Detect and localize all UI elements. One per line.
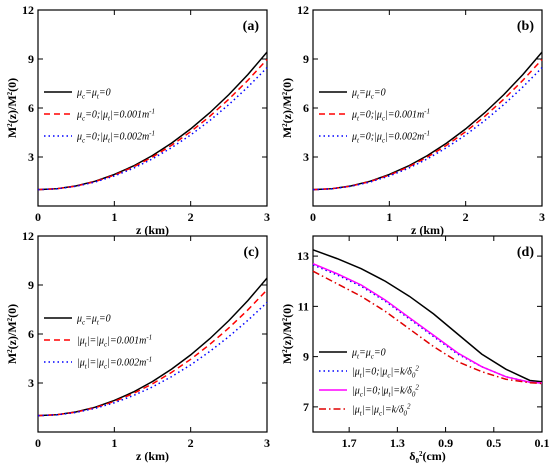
y-axis-title: M2(z)/M2(0) — [280, 304, 294, 364]
y-axis-title: M2(z)/M2(0) — [280, 78, 294, 138]
y-tick-label: 9 — [28, 52, 34, 66]
series-line-1 — [312, 249, 543, 383]
legend-label-1: μt=μc=0 — [351, 88, 386, 101]
legend-label-1: μt=μc=0 — [351, 348, 386, 361]
legend-label-4: |μt|=|μc|=k/δ02 — [352, 403, 411, 418]
x-axis-title: z (km) — [136, 223, 169, 237]
y-axis-title: M2(z)/M2(0) — [5, 78, 19, 138]
legend-label-2: |μt|=|μc|=0.001m-1 — [77, 334, 152, 349]
y-tick-label: 11 — [298, 299, 309, 313]
x-axis-title: z (km) — [411, 223, 444, 237]
x-tick-label: 3 — [264, 210, 270, 224]
series-line-3 — [312, 262, 543, 384]
x-tick-label: 3 — [539, 210, 545, 224]
y-tick-label: 3 — [28, 150, 34, 164]
y-tick-label: 13 — [297, 249, 309, 263]
panel-label: (d) — [517, 245, 534, 260]
legend: μt=μc=0 μt=0;|μc|=0.001m-1 μt=0;|μc|=0.002… — [319, 88, 430, 145]
y-tick-label: 12 — [297, 3, 309, 17]
panel-label: (a) — [243, 19, 260, 34]
x-tick-label: 0 — [310, 210, 316, 224]
series-line-2 — [312, 264, 543, 384]
legend-label-3: μt=0;|μc|=0.002m-1 — [351, 130, 430, 145]
panel-label: (b) — [517, 19, 534, 34]
plot-frame — [312, 235, 543, 433]
series-line-2 — [37, 289, 268, 417]
legend-label-2: |μt|=0;|μc|=k/δ02 — [352, 365, 419, 380]
x-axis-title: z (km) — [136, 449, 169, 463]
x-tick-label: 1.7 — [342, 436, 357, 450]
x-tick-label: 0.5 — [486, 436, 501, 450]
plot-frame — [37, 235, 268, 433]
series-line-2 — [37, 58, 268, 191]
y-tick-label: 12 — [22, 229, 34, 243]
legend-label-3: μc=0;|μt|=0.002m-1 — [76, 130, 155, 145]
y-axis-title: M2(z)/M2(0) — [5, 304, 19, 364]
panel-label: (c) — [243, 245, 259, 260]
series-line-1 — [37, 51, 268, 191]
legend: μc=μt=0 μc=0;|μt|=0.001m-1 μc=0;|μt|=0.002… — [44, 88, 155, 145]
y-tick-label: 6 — [303, 101, 309, 115]
series-line-1 — [312, 51, 543, 191]
legend: μt=μc=0 |μt|=0;|μc|=k/δ02 |μc|=0;|μt|=k/δ0… — [319, 348, 419, 418]
x-axis-title: δ02(cm) — [409, 449, 446, 464]
series-line-3 — [37, 301, 268, 417]
y-tick-label: 9 — [28, 278, 34, 292]
x-tick-label: 1 — [386, 210, 392, 224]
legend-label-2: μt=0;|μc|=0.001m-1 — [351, 108, 430, 123]
x-tick-label: 3 — [264, 436, 270, 450]
x-tick-label: 0.9 — [438, 436, 453, 450]
y-tick-label: 3 — [303, 150, 309, 164]
x-tick-label: 1 — [111, 436, 117, 450]
y-tick-label: 9 — [303, 350, 309, 364]
x-tick-label: 0 — [35, 436, 41, 450]
legend-label-1: μc=μt=0 — [76, 88, 111, 101]
y-tick-label: 7 — [303, 400, 309, 414]
x-tick-label: 2 — [188, 210, 194, 224]
legend-label-3: |μt|=|μc|=0.002m-1 — [77, 356, 152, 371]
legend-label-3: |μc|=0;|μt|=k/δ02 — [352, 384, 419, 399]
x-tick-label: 2 — [188, 436, 194, 450]
y-tick-label: 3 — [28, 376, 34, 390]
y-tick-label: 6 — [28, 327, 34, 341]
x-tick-label: 1.3 — [390, 436, 405, 450]
series-line-1 — [37, 277, 268, 417]
panel-d: 1.7 1.3 0.9 0.5 0.1 7 9 11 13 δ02(cm) M2(z)/M2(0) (… — [280, 235, 550, 464]
legend: μc=μt=0 |μt|=|μc|=0.001m-1 |μt|=|μc|=0.002… — [44, 314, 152, 371]
series-line-2 — [312, 58, 543, 191]
x-tick-label: 0 — [35, 210, 41, 224]
x-tick-label: 2 — [463, 210, 469, 224]
series-line-4 — [312, 270, 543, 385]
x-tick-label: 0.1 — [535, 436, 550, 450]
legend-label-2: μc=0;|μt|=0.001m-1 — [76, 108, 155, 123]
y-tick-label: 6 — [28, 101, 34, 115]
legend-label-1: μc=μt=0 — [76, 314, 111, 327]
y-tick-label: 9 — [303, 52, 309, 66]
y-tick-label: 12 — [22, 3, 34, 17]
x-tick-label: 1 — [111, 210, 117, 224]
